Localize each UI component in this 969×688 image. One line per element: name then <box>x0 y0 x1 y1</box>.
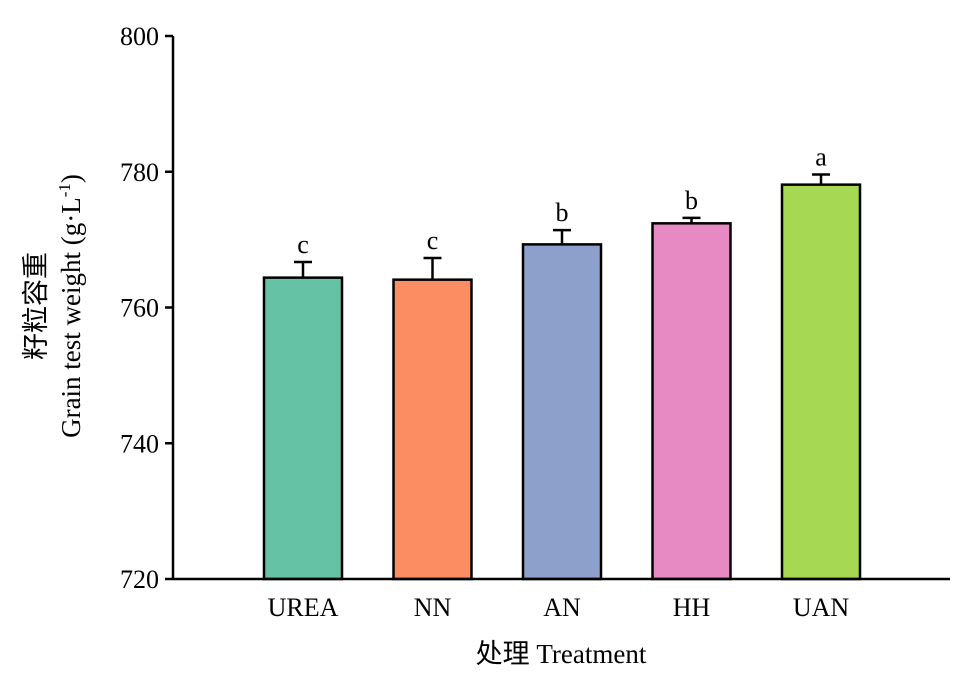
significance-label-an: b <box>556 198 569 227</box>
significance-label-uan: a <box>815 142 827 171</box>
y-tick-label-760: 760 <box>120 294 159 323</box>
y-tick-label-800: 800 <box>120 22 159 51</box>
x-tick-label-uan: UAN <box>793 593 850 622</box>
y-axis-title: 籽粒容重 Grain test weight (g·L-1) <box>21 174 86 438</box>
bar-an <box>521 243 603 581</box>
significance-label-nn: c <box>427 226 439 255</box>
significance-labels-group: c c b b a <box>297 142 827 259</box>
significance-label-urea: c <box>297 230 309 259</box>
bar-nn <box>392 278 473 581</box>
x-tick-label-hh: HH <box>673 593 711 622</box>
bar-uan <box>780 183 862 581</box>
y-axis-title-en-main: Grain test weight (g·L <box>56 197 86 438</box>
errorbars-group <box>294 173 830 280</box>
x-axis-title: 处理 Treatment <box>476 639 647 669</box>
x-tick-label-an: AN <box>543 593 581 622</box>
x-labels-group: UREA NN AN HH UAN <box>268 593 850 622</box>
y-tick-label-720: 720 <box>120 565 159 594</box>
y-tick-label-740: 740 <box>120 429 159 458</box>
y-ticks-group: 720 740 760 780 800 <box>120 22 173 594</box>
bar-urea <box>262 276 344 581</box>
x-tick-label-urea: UREA <box>268 593 339 622</box>
y-axis-title-en: Grain test weight (g·L-1) <box>55 174 86 438</box>
y-axis-title-cn: 籽粒容重 <box>21 252 51 360</box>
y-axis-title-en-close: ) <box>56 174 86 183</box>
bar-hh <box>651 222 732 581</box>
x-tick-label-nn: NN <box>414 593 452 622</box>
y-axis-title-en-sup: -1 <box>55 183 74 197</box>
y-tick-label-780: 780 <box>120 158 159 187</box>
significance-label-hh: b <box>685 186 698 215</box>
